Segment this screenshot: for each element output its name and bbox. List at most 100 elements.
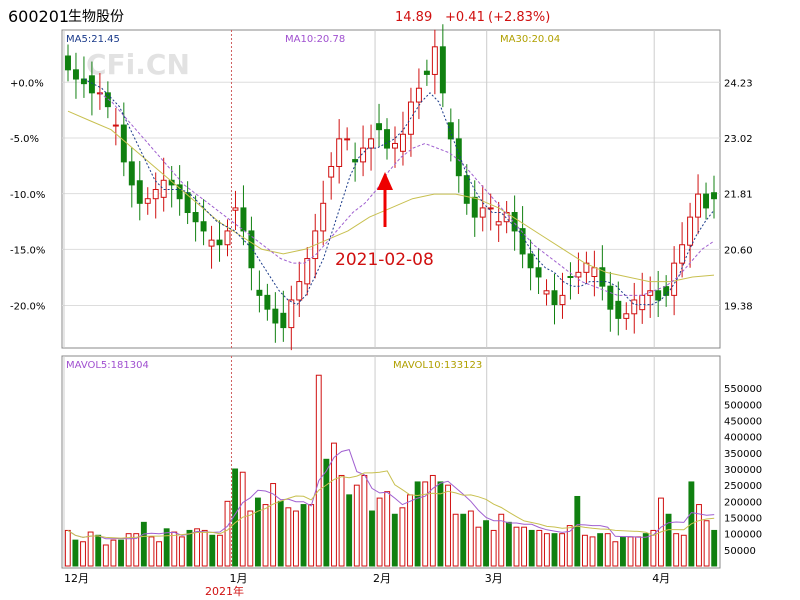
volume-bar: [673, 533, 680, 567]
ma5-line: [83, 78, 715, 306]
candle: [703, 182, 710, 220]
volume-series: [64, 374, 718, 567]
volume-tick-label: 550000: [724, 384, 762, 395]
volume-bar: [490, 529, 497, 567]
candle: [256, 270, 263, 313]
price-change-pct: (+2.83%): [488, 10, 550, 25]
volume-bar: [110, 539, 117, 567]
candle: [88, 61, 95, 116]
candle: [176, 165, 183, 216]
left-tick-label: -5.0%: [10, 134, 39, 145]
volume-bar: [498, 513, 505, 567]
volume-tick-label: 500000: [724, 400, 762, 411]
volume-bar: [505, 521, 512, 567]
volume-bar: [429, 474, 436, 567]
left-tick-label: -20.0%: [10, 301, 45, 312]
volume-bar: [87, 531, 94, 567]
volume-bar: [361, 474, 368, 567]
volume-bar: [133, 533, 140, 567]
candle: [543, 279, 550, 306]
volume-bar: [642, 533, 649, 567]
volume-bar: [64, 529, 71, 567]
volume-tick-label: 150000: [724, 514, 762, 525]
volume-tick-label: 250000: [724, 481, 762, 492]
date-annotation: 2021-02-08: [335, 250, 434, 270]
volume-bar: [369, 510, 375, 567]
price-change: +0.41: [445, 10, 485, 25]
left-tick-label: -10.0%: [10, 190, 45, 201]
x-tick-label: 2月: [373, 572, 391, 585]
candle: [711, 175, 717, 219]
candle: [583, 251, 590, 284]
volume-bar: [604, 533, 611, 567]
volume-bar: [201, 529, 208, 567]
volume-bar: [118, 539, 124, 567]
volume-bar: [528, 529, 535, 567]
volume-bar: [178, 536, 185, 567]
candle: [216, 220, 223, 262]
volume-bar: [308, 504, 315, 567]
left-axis: +0.0% -5.0% -10.0% -15.0% -20.0%: [10, 78, 45, 312]
candle: [328, 152, 335, 200]
moving-average-lines: [67, 78, 715, 306]
volume-axis: 550000 500000 450000 400000 350000 300000 2500…: [724, 384, 762, 557]
x-tick-label: 3月: [485, 572, 503, 585]
candle: [527, 239, 534, 291]
candle: [136, 160, 143, 221]
volume-bar: [574, 495, 581, 567]
volume-bar: [543, 533, 550, 567]
right-tick-label: 19.38: [724, 301, 753, 312]
volume-bar: [467, 510, 474, 567]
candle: [160, 157, 167, 212]
volume-bar: [696, 504, 702, 567]
candle: [128, 147, 135, 208]
volume-bar: [620, 536, 626, 567]
volume-bar: [140, 521, 147, 567]
candle: [392, 126, 398, 168]
volume-bar: [422, 481, 429, 567]
candle: [144, 187, 151, 215]
candle: [152, 172, 159, 219]
volume-bar: [171, 531, 178, 567]
candle: [623, 302, 630, 330]
ma5-label: MA5:21.45: [66, 34, 120, 45]
candle: [384, 118, 390, 160]
candle: [360, 125, 367, 177]
volume-bar: [551, 533, 558, 567]
watermark: CFi.CN: [86, 48, 190, 81]
candle: [423, 59, 430, 86]
volume-bar: [186, 529, 193, 567]
volume-bar: [346, 494, 353, 567]
candle: [280, 290, 287, 342]
volume-average-lines: [67, 449, 715, 540]
volume-bar: [80, 541, 86, 567]
volume-bar: [414, 481, 421, 567]
volume-bar: [323, 458, 330, 567]
volume-bar: [407, 494, 413, 567]
volume-bar: [376, 497, 383, 567]
volume-bar: [566, 525, 573, 567]
candle: [551, 273, 558, 325]
candle: [224, 219, 231, 257]
volume-bar: [521, 526, 528, 567]
candle: [559, 272, 566, 319]
ma30-line: [67, 110, 715, 283]
candle: [655, 270, 662, 318]
candle: [376, 103, 383, 147]
left-tick-label: +0.0%: [10, 78, 44, 89]
volume-bar: [665, 513, 672, 567]
volume-bar: [680, 534, 687, 567]
candle: [288, 285, 295, 351]
right-tick-label: 24.23: [724, 78, 753, 89]
volume-bar: [445, 484, 451, 567]
candle: [72, 52, 79, 99]
volume-bar: [247, 510, 254, 567]
ma10-label: MA10:20.78: [285, 34, 345, 45]
volume-bar: [216, 534, 223, 567]
candle: [65, 44, 71, 82]
left-tick-label: -15.0%: [10, 246, 45, 257]
volume-bar: [102, 544, 109, 567]
volume-bar: [285, 507, 292, 567]
right-tick-label: 21.81: [724, 190, 753, 201]
